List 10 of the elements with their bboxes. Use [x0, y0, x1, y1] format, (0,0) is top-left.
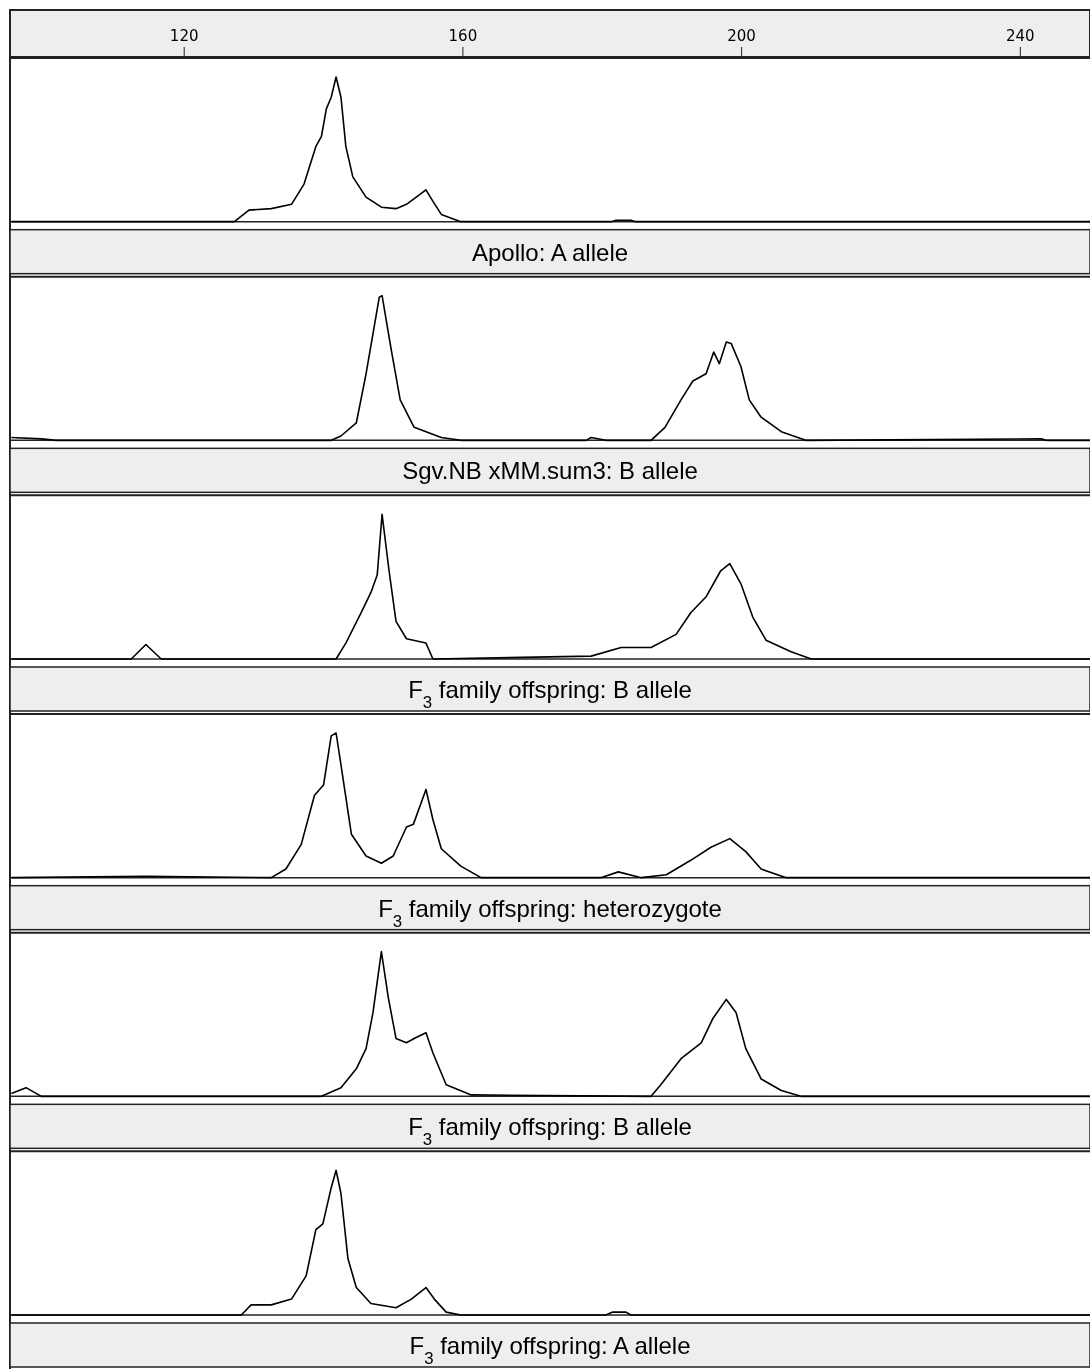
text: Sgv.NB xMM.sum3: B allele [402, 457, 698, 485]
text: F$_{3}$ family offspring: heterozygote [378, 894, 722, 931]
text: F$_{3}$ family offspring: B allele [408, 676, 692, 712]
text: Apollo: A allele [471, 238, 629, 266]
x-tick-label: 160 [448, 27, 478, 45]
x-tick-label: 240 [1006, 27, 1035, 45]
x-tick-label: 200 [727, 27, 756, 45]
x-tick-label: 120 [169, 27, 199, 45]
text: F$_{3}$ family offspring: A allele [409, 1332, 691, 1368]
text: F$_{3}$ family offspring: B allele [408, 1113, 692, 1149]
